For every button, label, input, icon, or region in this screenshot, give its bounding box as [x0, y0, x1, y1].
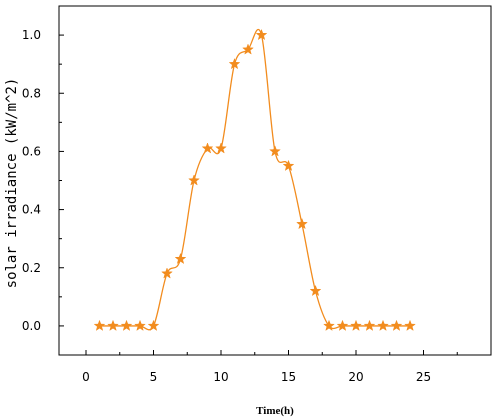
- x-tick-label: 15: [281, 370, 296, 384]
- x-axis: 0 5 10 15 20 25: [82, 350, 458, 384]
- y-axis-title: solar irradiance (kW/m^2): [4, 78, 20, 289]
- data-point: [228, 57, 241, 70]
- series-line: [99, 28, 410, 331]
- data-point: [336, 319, 349, 331]
- data-point: [242, 43, 254, 55]
- y-axis: 0.0 0.2 0.4 0.6 0.8 1.0: [22, 5, 64, 356]
- data-point: [161, 267, 173, 279]
- y-tick-label: 0.0: [22, 319, 41, 333]
- data-point: [174, 252, 187, 265]
- data-point: [404, 319, 416, 331]
- y-tick-label: 1.0: [22, 28, 41, 42]
- data-point: [282, 159, 295, 171]
- data-point: [255, 28, 268, 41]
- plot-frame: [58, 5, 492, 356]
- data-point: [323, 319, 335, 331]
- data-point: [134, 319, 146, 331]
- data-point: [390, 319, 403, 331]
- data-point: [269, 145, 281, 157]
- data-point: [120, 319, 133, 331]
- y-tick-label: 0.8: [22, 86, 41, 100]
- data-point: [93, 319, 106, 331]
- data-point: [350, 319, 362, 331]
- data-point: [201, 142, 214, 154]
- y-tick-label: 0.6: [22, 144, 41, 158]
- series-markers: [93, 28, 416, 331]
- data-point: [188, 174, 200, 186]
- x-axis-title: Time(h): [256, 405, 294, 417]
- x-tick-label: 5: [150, 370, 158, 384]
- data-point: [309, 284, 322, 297]
- data-point: [296, 217, 308, 230]
- x-tick-label: 20: [348, 370, 363, 384]
- x-tick-label: 25: [416, 370, 431, 384]
- x-tick-label: 10: [213, 370, 228, 384]
- data-point: [107, 319, 119, 331]
- y-tick-label: 0.2: [22, 261, 41, 275]
- x-tick-label: 0: [82, 370, 90, 384]
- data-point: [147, 319, 160, 331]
- data-point: [215, 142, 227, 154]
- data-point: [377, 319, 389, 331]
- data-point: [363, 319, 376, 331]
- y-tick-label: 0.4: [22, 203, 41, 217]
